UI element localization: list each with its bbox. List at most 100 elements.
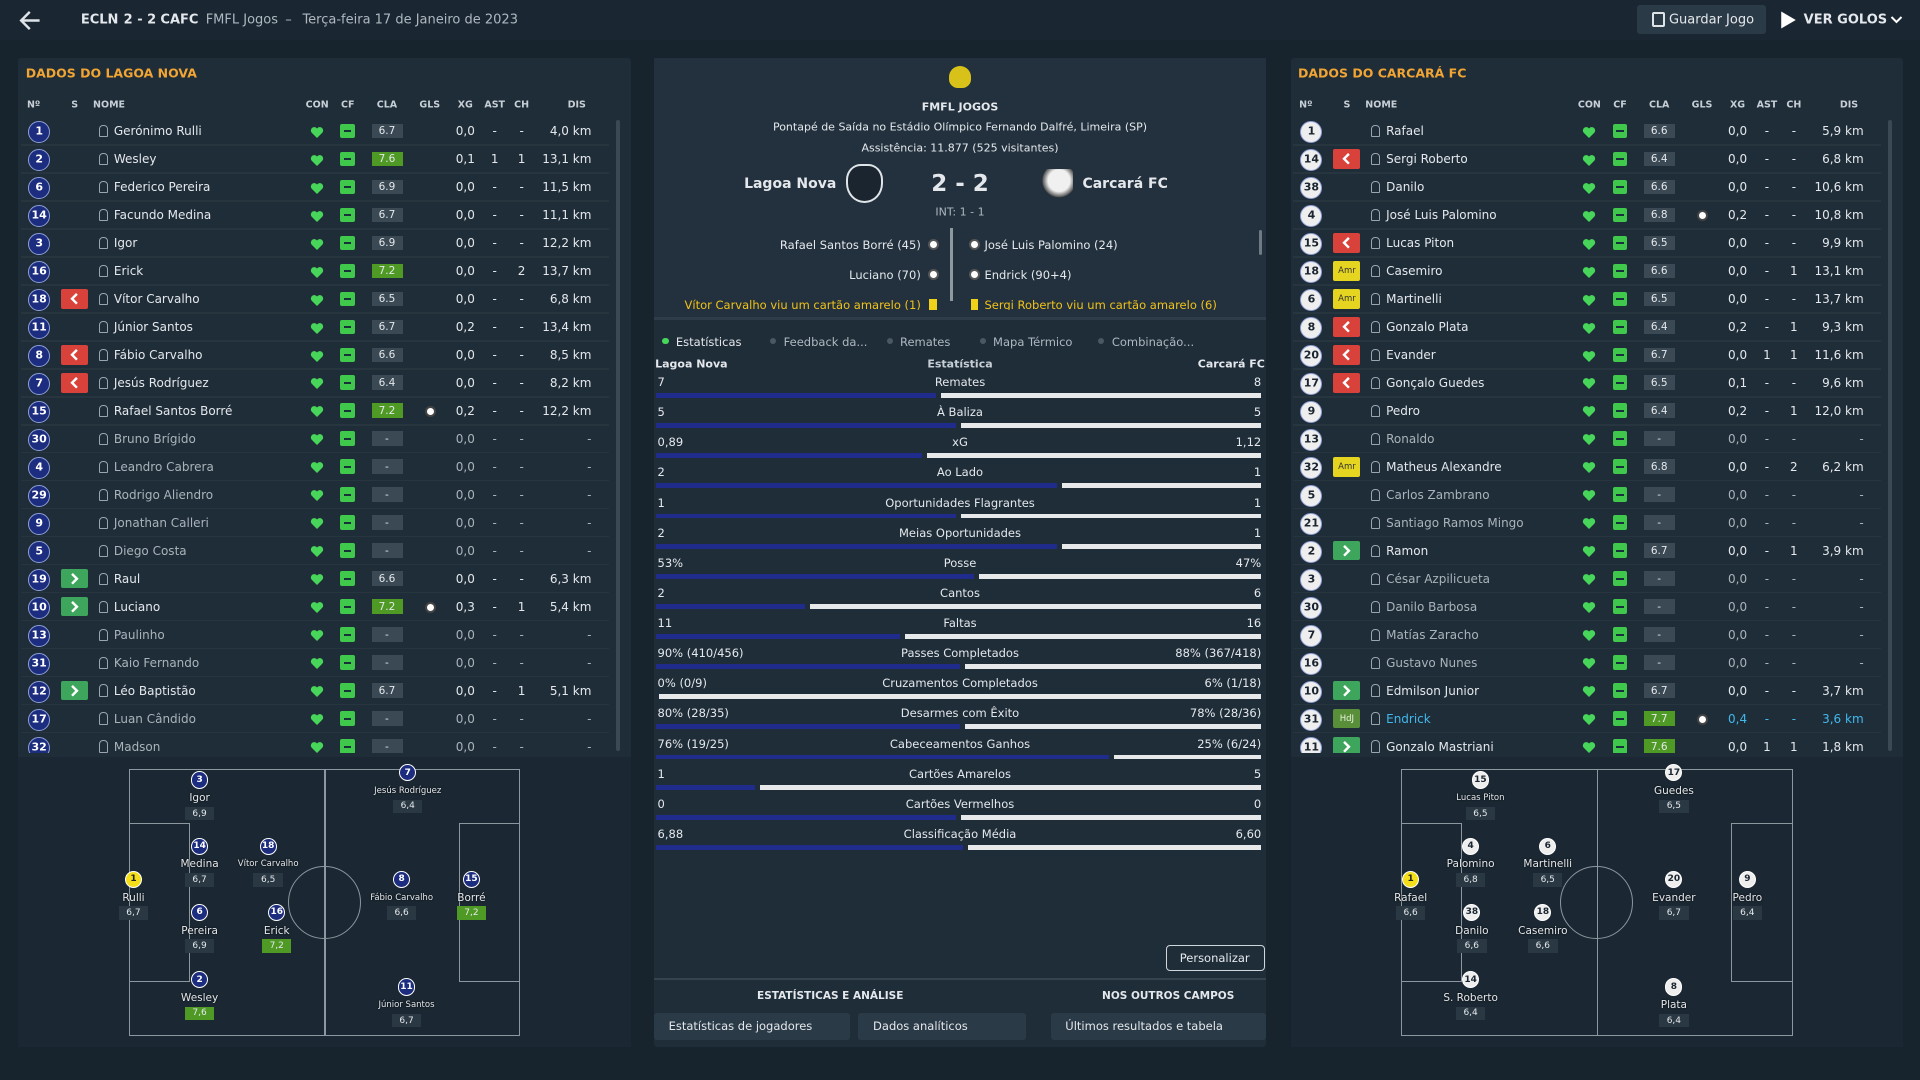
row-separator — [1293, 256, 1881, 258]
player-name[interactable]: Vítor Carvalho — [113, 291, 200, 306]
player-name[interactable]: José Luis Palomino — [1386, 207, 1497, 222]
player-name[interactable]: Pedro — [1386, 403, 1420, 418]
footer-button[interactable] — [858, 1012, 1027, 1040]
stat-home: 2 — [657, 585, 665, 600]
tab[interactable]: Mapa Térmico — [993, 334, 1073, 349]
player-name[interactable]: Kaio Fernando — [113, 655, 200, 670]
shirt-number-badge — [28, 736, 51, 754]
player-name[interactable]: Luciano — [113, 599, 161, 614]
row-separator — [20, 228, 609, 230]
tab[interactable]: Remates — [900, 334, 951, 349]
player-name[interactable]: Martinelli — [1386, 291, 1442, 306]
pitch-player-name[interactable]: Rafael — [1394, 891, 1428, 904]
pitch-player-name[interactable]: Danilo — [1455, 924, 1489, 937]
xg: 0,2 — [1728, 207, 1748, 222]
goals-button[interactable]: VER GOLOS — [1803, 12, 1888, 28]
assists: - — [1764, 571, 1770, 586]
shirt-number: 30 — [31, 432, 47, 446]
rating: - — [385, 516, 389, 529]
shirt-number: 13 — [31, 628, 47, 642]
player-name[interactable]: Santiago Ramos Mingo — [1386, 515, 1524, 530]
pitch-rating-box — [1455, 1006, 1486, 1020]
player-name[interactable]: Madson — [113, 739, 161, 754]
pitch-player-name[interactable]: Lucas Piton — [1456, 793, 1505, 804]
condition-icon — [1582, 487, 1599, 503]
player-name[interactable]: Raul — [113, 571, 141, 586]
player-name[interactable]: Gerónimo Rulli — [113, 124, 202, 139]
pitch-player-name[interactable]: Palomino — [1446, 858, 1495, 871]
pitch-player-name[interactable]: Plata — [1660, 999, 1687, 1012]
pitch-player-name[interactable]: Pedro — [1732, 891, 1763, 904]
player-name[interactable]: Danilo — [1386, 179, 1425, 194]
pitch-player-name[interactable]: Jesús Rodríguez — [374, 786, 442, 797]
pitch-player-name[interactable]: Martinelli — [1523, 858, 1573, 871]
pitch-player-name[interactable]: Borré — [457, 891, 486, 904]
pitch-player-name[interactable]: Erick — [263, 924, 290, 937]
tab[interactable]: Feedback da... — [783, 334, 868, 349]
condition-icon — [310, 711, 327, 727]
player-name[interactable]: Gonzalo Plata — [1386, 319, 1469, 334]
fitness-dash — [344, 717, 352, 720]
pitch-player-name[interactable]: Fábio Carvalho — [370, 892, 434, 903]
player-name[interactable]: Júnior Santos — [113, 319, 193, 334]
player-name[interactable]: Paulinho — [113, 627, 165, 642]
pitch-player-name[interactable]: Pereira — [181, 924, 218, 937]
player-name[interactable]: Bruno Brígido — [113, 431, 196, 446]
pitch-player-name[interactable]: Guedes — [1653, 785, 1694, 798]
player-name[interactable]: Lucas Piton — [1386, 235, 1455, 250]
player-name[interactable]: Jonathan Calleri — [113, 515, 209, 530]
player-name[interactable]: Diego Costa — [113, 543, 187, 558]
player-name[interactable]: Matías Zaracho — [1386, 627, 1479, 642]
footer-button[interactable] — [653, 1012, 850, 1040]
pitch-player-name[interactable]: Júnior Santos — [378, 1000, 435, 1011]
player-name[interactable]: Facundo Medina — [113, 207, 212, 222]
player-name[interactable]: Erick — [113, 263, 144, 278]
pitch-player-name[interactable]: Vítor Carvalho — [237, 859, 299, 870]
player-name[interactable]: Sergi Roberto — [1386, 151, 1468, 166]
player-name[interactable]: Casemiro — [1386, 263, 1443, 278]
pitch-player-name[interactable]: Igor — [189, 792, 210, 805]
rating-box — [1644, 543, 1676, 559]
pitch-player-name[interactable]: Casemiro — [1518, 924, 1568, 937]
player-name[interactable]: Ramon — [1386, 543, 1429, 558]
stat-name: Remates — [934, 375, 986, 390]
pitch-player-name[interactable]: Wesley — [180, 991, 219, 1004]
save-button[interactable] — [1637, 4, 1766, 35]
player-name[interactable]: Rodrigo Aliendro — [113, 487, 214, 502]
pitch-player-name[interactable]: S. Roberto — [1443, 991, 1498, 1004]
player-name[interactable]: Gonzalo Mastriani — [1386, 739, 1494, 754]
player-name[interactable]: Federico Pereira — [113, 179, 211, 194]
player-name[interactable]: Luan Cândido — [113, 711, 196, 726]
fitness-dash — [1616, 605, 1624, 608]
tab[interactable]: Estatísticas — [675, 334, 742, 349]
back-button[interactable] — [15, 7, 47, 34]
player-name[interactable]: Rafael Santos Borré — [113, 403, 233, 418]
player-name[interactable]: Rafael — [1386, 124, 1424, 139]
player-name[interactable]: Endrick — [1386, 711, 1431, 726]
stat-home: 2 — [657, 465, 665, 480]
pitch-player-name[interactable]: Evander — [1652, 891, 1696, 904]
player-name[interactable]: César Azpilicueta — [1386, 571, 1490, 586]
customize-button[interactable] — [1165, 945, 1265, 971]
player-name[interactable]: Fábio Carvalho — [113, 347, 203, 362]
rating: 6.5 — [378, 292, 396, 305]
player-name[interactable]: Edmilson Junior — [1386, 683, 1480, 698]
player-name[interactable]: Danilo Barbosa — [1386, 599, 1478, 614]
player-name[interactable]: Carlos Zambrano — [1386, 487, 1490, 502]
player-name[interactable]: Jesús Rodríguez — [113, 375, 209, 390]
player-name[interactable]: Gonçalo Guedes — [1386, 375, 1485, 390]
player-name[interactable]: Leandro Cabrera — [113, 459, 214, 474]
footer-button[interactable] — [1050, 1012, 1267, 1040]
player-name[interactable]: Matheus Alexandre — [1386, 459, 1502, 474]
player-name[interactable]: Evander — [1386, 347, 1436, 362]
player-name[interactable]: Ronaldo — [1386, 431, 1435, 446]
fitness-dash — [1616, 689, 1624, 692]
player-name[interactable]: Wesley — [113, 151, 157, 166]
player-name[interactable]: Gustavo Nunes — [1386, 655, 1478, 670]
player-name[interactable]: Igor — [113, 235, 138, 250]
pitch-player-name[interactable]: Rulli — [122, 891, 145, 904]
player-name[interactable]: Léo Baptistão — [113, 683, 196, 698]
pitch-player-name[interactable]: Medina — [180, 858, 219, 871]
tab[interactable]: Combinação... — [1111, 334, 1195, 349]
